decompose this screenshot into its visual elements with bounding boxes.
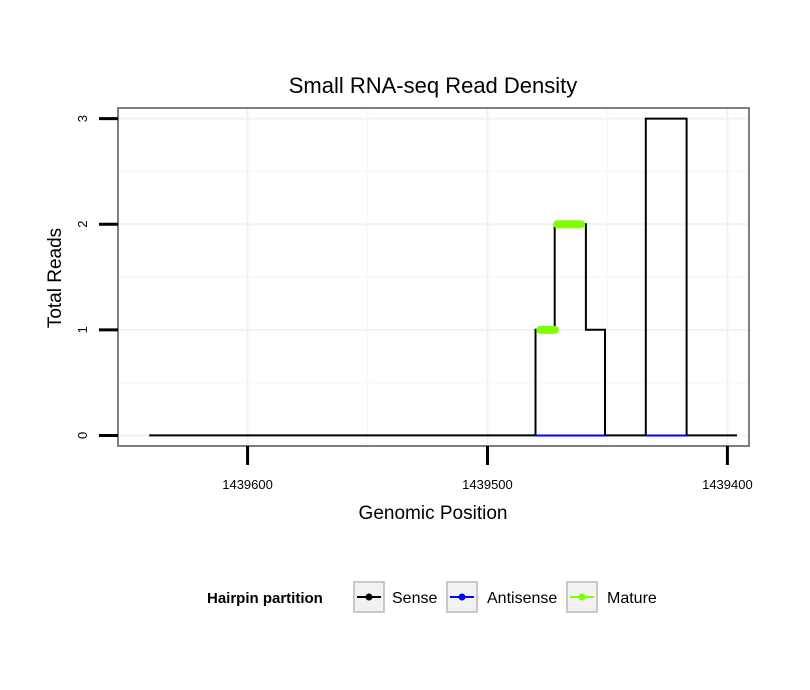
x-tick-label: 1439600 <box>222 477 273 492</box>
legend-point-antisense <box>458 593 466 601</box>
chart-title: Small RNA-seq Read Density <box>289 73 578 98</box>
x-axis: 1439600 1439500 1439400 <box>222 446 753 492</box>
x-tick-label: 1439500 <box>462 477 513 492</box>
series-layer <box>149 117 737 437</box>
y-axis: 0 1 2 3 <box>75 115 118 439</box>
legend-item-sense: Sense <box>353 581 437 613</box>
legend: Hairpin partition Sense Antisense Mature <box>207 581 657 613</box>
y-tick-label: 2 <box>75 221 90 228</box>
legend-item-antisense: Antisense <box>446 581 557 613</box>
grid <box>118 108 749 446</box>
legend-label-mature: Mature <box>607 590 657 607</box>
legend-label-sense: Sense <box>392 590 437 607</box>
y-tick-label: 3 <box>75 115 90 122</box>
legend-item-mature: Mature <box>566 581 657 613</box>
y-tick-label: 0 <box>75 432 90 439</box>
y-tick-label: 1 <box>75 326 90 333</box>
legend-label-antisense: Antisense <box>487 590 557 607</box>
legend-point-mature <box>578 593 586 601</box>
x-axis-title: Genomic Position <box>359 503 508 524</box>
legend-point-sense <box>365 593 373 601</box>
x-tick-label: 1439400 <box>702 477 753 492</box>
legend-title: Hairpin partition <box>207 590 323 607</box>
plot-panel-border <box>117 107 750 447</box>
y-axis-title: Total Reads <box>45 228 66 328</box>
